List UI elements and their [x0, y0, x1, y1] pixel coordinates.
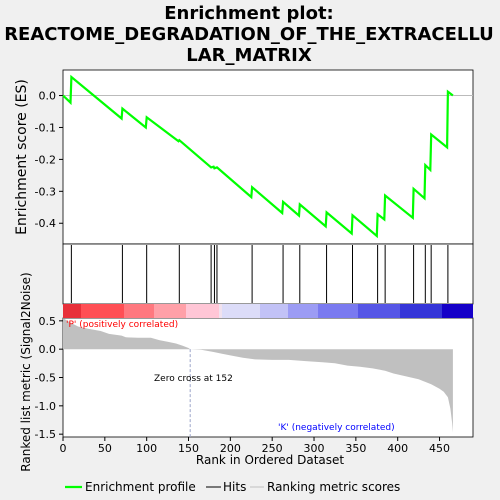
zero-cross-label: Zero cross at 152: [154, 374, 233, 384]
colorbar-segment: [288, 304, 318, 318]
metric-y-tick-label: -1.0: [35, 400, 56, 413]
legend-hits-label: Hits: [223, 480, 246, 494]
title-line-2: REACTOME_DEGRADATION_OF_THE_EXTRACELLU: [4, 24, 494, 45]
es-y-tick-label: 0.0: [39, 90, 57, 103]
positive-label: 'P' (positively correlated): [66, 320, 178, 330]
x-tick-label: 300: [304, 442, 325, 455]
title-line-3: LAR_MATRIX: [186, 45, 312, 66]
x-tick-label: 100: [136, 442, 157, 455]
x-tick-label: 250: [262, 442, 283, 455]
metric-y-tick-label: 0.0: [39, 343, 57, 356]
x-tick-label: 200: [220, 442, 241, 455]
colorbar-segment: [63, 304, 81, 318]
colorbar-segment: [222, 304, 260, 318]
es-y-axis: 0.0 -0.1 -0.2 -0.3 -0.4: [35, 90, 63, 230]
es-panel: [62, 69, 474, 245]
legend: Enrichment profile Hits Ranking metric s…: [65, 480, 400, 494]
metric-y-tick-label: -0.5: [35, 372, 56, 385]
colorbar-segment: [400, 304, 442, 318]
x-axis-title: Rank in Ordered Dataset: [196, 453, 344, 467]
colorbar-segment: [81, 304, 124, 318]
colorbar-segment: [186, 304, 219, 318]
title-line-1: Enrichment plot:: [164, 3, 334, 24]
metric-y-tick-label: 0.5: [39, 315, 57, 328]
hit-markers: [70, 245, 449, 303]
x-tick-label: 450: [429, 442, 450, 455]
legend-es-label: Enrichment profile: [85, 480, 196, 494]
rank-x-axis: 0 50 100 150 200 250 300 350 400 450: [60, 437, 450, 455]
x-tick-label: 50: [98, 442, 112, 455]
es-y-tick-label: -0.3: [35, 185, 56, 198]
es-line: [62, 74, 454, 239]
metric-area: [63, 318, 453, 433]
metric-y-axis: 0.5 0.0 -0.5 -1.0 -1.5: [35, 315, 63, 441]
colorbar-segment: [124, 304, 154, 318]
colorbar-segment: [219, 304, 222, 318]
x-tick-label: 150: [178, 442, 199, 455]
es-y-tick-label: -0.4: [35, 217, 56, 230]
x-tick-label: 350: [345, 442, 366, 455]
es-y-tick-label: -0.1: [35, 121, 56, 134]
colorbar-segment: [318, 304, 358, 318]
metric-axis-title: Ranked list metric (Signal2Noise): [19, 272, 33, 471]
es-y-tick-label: -0.2: [35, 153, 56, 166]
metric-y-tick-label: -1.5: [35, 428, 56, 441]
colorbar-segment: [358, 304, 400, 318]
x-tick-label: 0: [60, 442, 67, 455]
rank-colorbar: [63, 304, 473, 318]
colorbar-segment: [442, 304, 473, 318]
legend-metric-label: Ranking metric scores: [267, 480, 400, 494]
negative-label: 'K' (negatively correlated): [278, 423, 395, 433]
x-tick-label: 400: [387, 442, 408, 455]
colorbar-segment: [260, 304, 288, 318]
hits-panel: [62, 243, 474, 305]
colorbar-segment: [154, 304, 186, 318]
es-axis-title: Enrichment score (ES): [14, 79, 30, 235]
